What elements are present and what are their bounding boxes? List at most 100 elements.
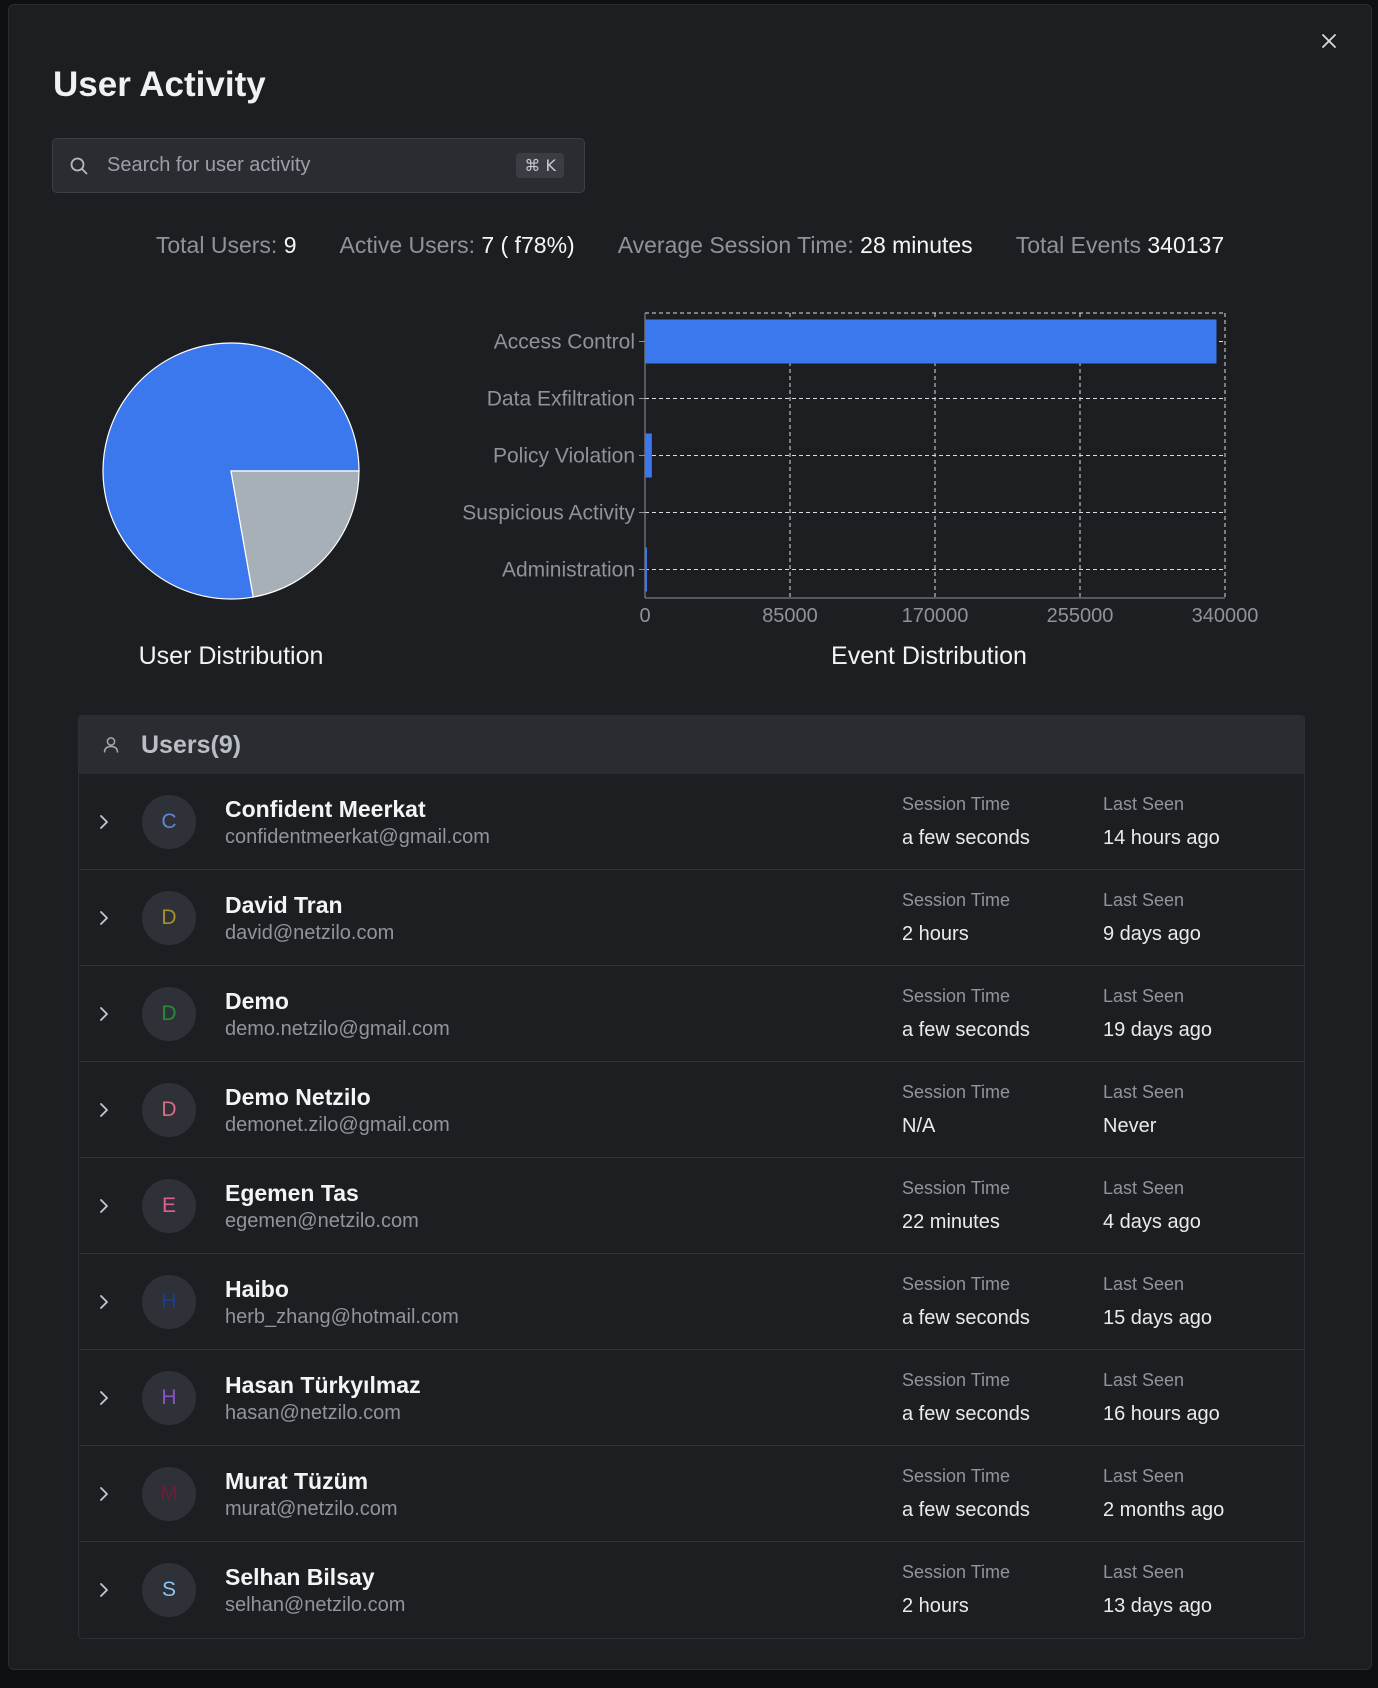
user-row[interactable]: M Murat Tüzüm murat@netzilo.com Session Tim… <box>79 1446 1304 1542</box>
user-row[interactable]: H Haibo herb_zhang@hotmail.com Session Time… <box>79 1254 1304 1350</box>
session-time-label: Session Time <box>902 1370 1011 1390</box>
avatar: D <box>142 986 196 1041</box>
session-time-label: Session Time <box>902 1178 1011 1198</box>
avatar: M <box>142 1466 196 1521</box>
avatar-initial: D <box>161 905 177 929</box>
user-row[interactable]: D Demo Netzilo demonet.zilo@gmail.com Sessi… <box>79 1062 1304 1158</box>
chevron-right-icon[interactable] <box>95 1195 117 1217</box>
user-name: Demo <box>225 988 289 1014</box>
last-seen-value: 15 days ago <box>1103 1307 1212 1329</box>
stat-value: 9 <box>283 232 297 258</box>
stat-active-users: Active Users: 7 ( f78%) <box>339 232 574 259</box>
chevron-right-icon[interactable] <box>95 1387 117 1409</box>
user-name: Selhan Bilsay <box>225 1564 375 1590</box>
stat-average-session-time: Average Session Time: 28 minutes <box>618 232 973 259</box>
last-seen-value: 19 days ago <box>1103 1019 1212 1041</box>
user-row[interactable]: S Selhan Bilsay selhan@netzilo.com Session … <box>79 1542 1304 1638</box>
y-tick-label: Administration <box>502 559 635 582</box>
session-time-value: a few seconds <box>902 1019 1030 1041</box>
search-input[interactable] <box>105 153 517 178</box>
bar-access-control <box>645 319 1217 364</box>
user-email: david@netzilo.com <box>225 922 395 944</box>
user-activity-modal: User Activity ⌘ K Total Users: 9 Active … <box>8 4 1372 1670</box>
bar-administration <box>645 547 647 592</box>
avatar: D <box>142 890 196 945</box>
event-distribution-chart: 0 85000 170000 255000 340000 Access Control Da… <box>462 312 1258 627</box>
session-time-value: 2 hours <box>902 923 969 945</box>
chevron-right-icon[interactable] <box>95 811 117 833</box>
last-seen-label: Last Seen <box>1103 1466 1185 1486</box>
users-list: C Confident Meerkat confidentmeerkat@gmail… <box>79 774 1304 1638</box>
session-time-label: Session Time <box>902 1466 1011 1486</box>
session-time-value: N/A <box>902 1115 936 1137</box>
avatar-initial: C <box>161 809 177 833</box>
last-seen-label: Last Seen <box>1103 890 1185 910</box>
last-seen-label: Last Seen <box>1103 1178 1185 1198</box>
chevron-right-icon[interactable] <box>95 1003 117 1025</box>
user-name: Egemen Tas <box>225 1180 359 1206</box>
user-row[interactable]: H Hasan Türkyılmaz hasan@netzilo.com Sessio… <box>79 1350 1304 1446</box>
y-tick-label: Suspicious Activity <box>462 502 635 525</box>
stat-label: Average Session Time: <box>617 232 861 258</box>
user-row[interactable]: D Demo demo.netzilo@gmail.com Session Time a… <box>79 966 1304 1062</box>
avatar-initial: M <box>160 1481 178 1505</box>
user-email: selhan@netzilo.com <box>225 1594 406 1616</box>
user-email: hasan@netzilo.com <box>225 1402 401 1424</box>
x-tick-label: 0 <box>639 605 650 627</box>
user-name: Demo Netzilo <box>225 1084 371 1110</box>
chevron-right-icon[interactable] <box>95 1099 117 1121</box>
stats-bar: Total Users: 9 Active Users: 7 ( f78%) A… <box>9 232 1371 259</box>
chevron-right-icon[interactable] <box>95 1579 117 1601</box>
user-row[interactable]: C Confident Meerkat confidentmeerkat@gmail… <box>79 774 1304 870</box>
avatar-initial: H <box>161 1289 177 1313</box>
user-email: egemen@netzilo.com <box>225 1210 419 1232</box>
avatar: D <box>142 1082 196 1137</box>
close-button[interactable] <box>1315 27 1343 55</box>
session-time-value: a few seconds <box>902 1499 1030 1521</box>
chevron-right-icon[interactable] <box>95 1291 117 1313</box>
close-icon <box>1322 34 1336 48</box>
chevron-right-icon[interactable] <box>95 1483 117 1505</box>
last-seen-label: Last Seen <box>1103 1562 1185 1582</box>
shortcut-badge: ⌘ K <box>516 153 564 178</box>
avatar-initial: E <box>161 1193 176 1217</box>
user-name: David Tran <box>225 892 343 918</box>
users-panel-title: Users(9) <box>141 730 242 759</box>
session-time-label: Session Time <box>902 1082 1011 1102</box>
user-email: confidentmeerkat@gmail.com <box>225 826 490 848</box>
x-tick-label: 255000 <box>1047 605 1114 627</box>
avatar: H <box>142 1370 196 1425</box>
modal-title: User Activity <box>53 65 266 104</box>
avatar-initial: D <box>161 1097 177 1121</box>
bar-policy-violation <box>645 433 652 478</box>
last-seen-label: Last Seen <box>1103 1082 1185 1102</box>
stat-label: Total Events <box>1015 232 1148 258</box>
stat-label: Total Users: <box>155 232 284 258</box>
user-email: murat@netzilo.com <box>225 1498 398 1520</box>
last-seen-value: 14 hours ago <box>1103 827 1220 849</box>
user-name: Murat Tüzüm <box>225 1468 369 1494</box>
stat-label: Active Users: <box>339 232 482 258</box>
last-seen-label: Last Seen <box>1103 1274 1185 1294</box>
x-tick-label: 170000 <box>902 605 969 627</box>
session-time-label: Session Time <box>902 1562 1011 1582</box>
stat-value: 7 ( f78%) <box>481 232 575 258</box>
search-box[interactable]: ⌘ K <box>52 138 585 193</box>
chevron-right-icon[interactable] <box>95 907 117 929</box>
session-time-label: Session Time <box>902 890 1011 910</box>
session-time-value: 2 hours <box>902 1595 969 1617</box>
user-email: herb_zhang@hotmail.com <box>225 1306 459 1328</box>
avatar: H <box>142 1274 196 1329</box>
x-tick-label: 85000 <box>762 605 818 627</box>
stat-total-users: Total Users: 9 <box>156 232 297 259</box>
last-seen-value: 4 days ago <box>1103 1211 1201 1233</box>
session-time-value: a few seconds <box>902 827 1030 849</box>
user-row[interactable]: E Egemen Tas egemen@netzilo.com Session Tim… <box>79 1158 1304 1254</box>
user-distribution-caption: User Distribution <box>138 642 324 670</box>
last-seen-label: Last Seen <box>1103 986 1185 1006</box>
avatar: S <box>142 1563 196 1617</box>
session-time-label: Session Time <box>902 1274 1011 1294</box>
avatar-initial: D <box>161 1001 177 1025</box>
user-row[interactable]: D David Tran david@netzilo.com Session Time… <box>79 870 1304 966</box>
session-time-value: a few seconds <box>902 1403 1030 1425</box>
